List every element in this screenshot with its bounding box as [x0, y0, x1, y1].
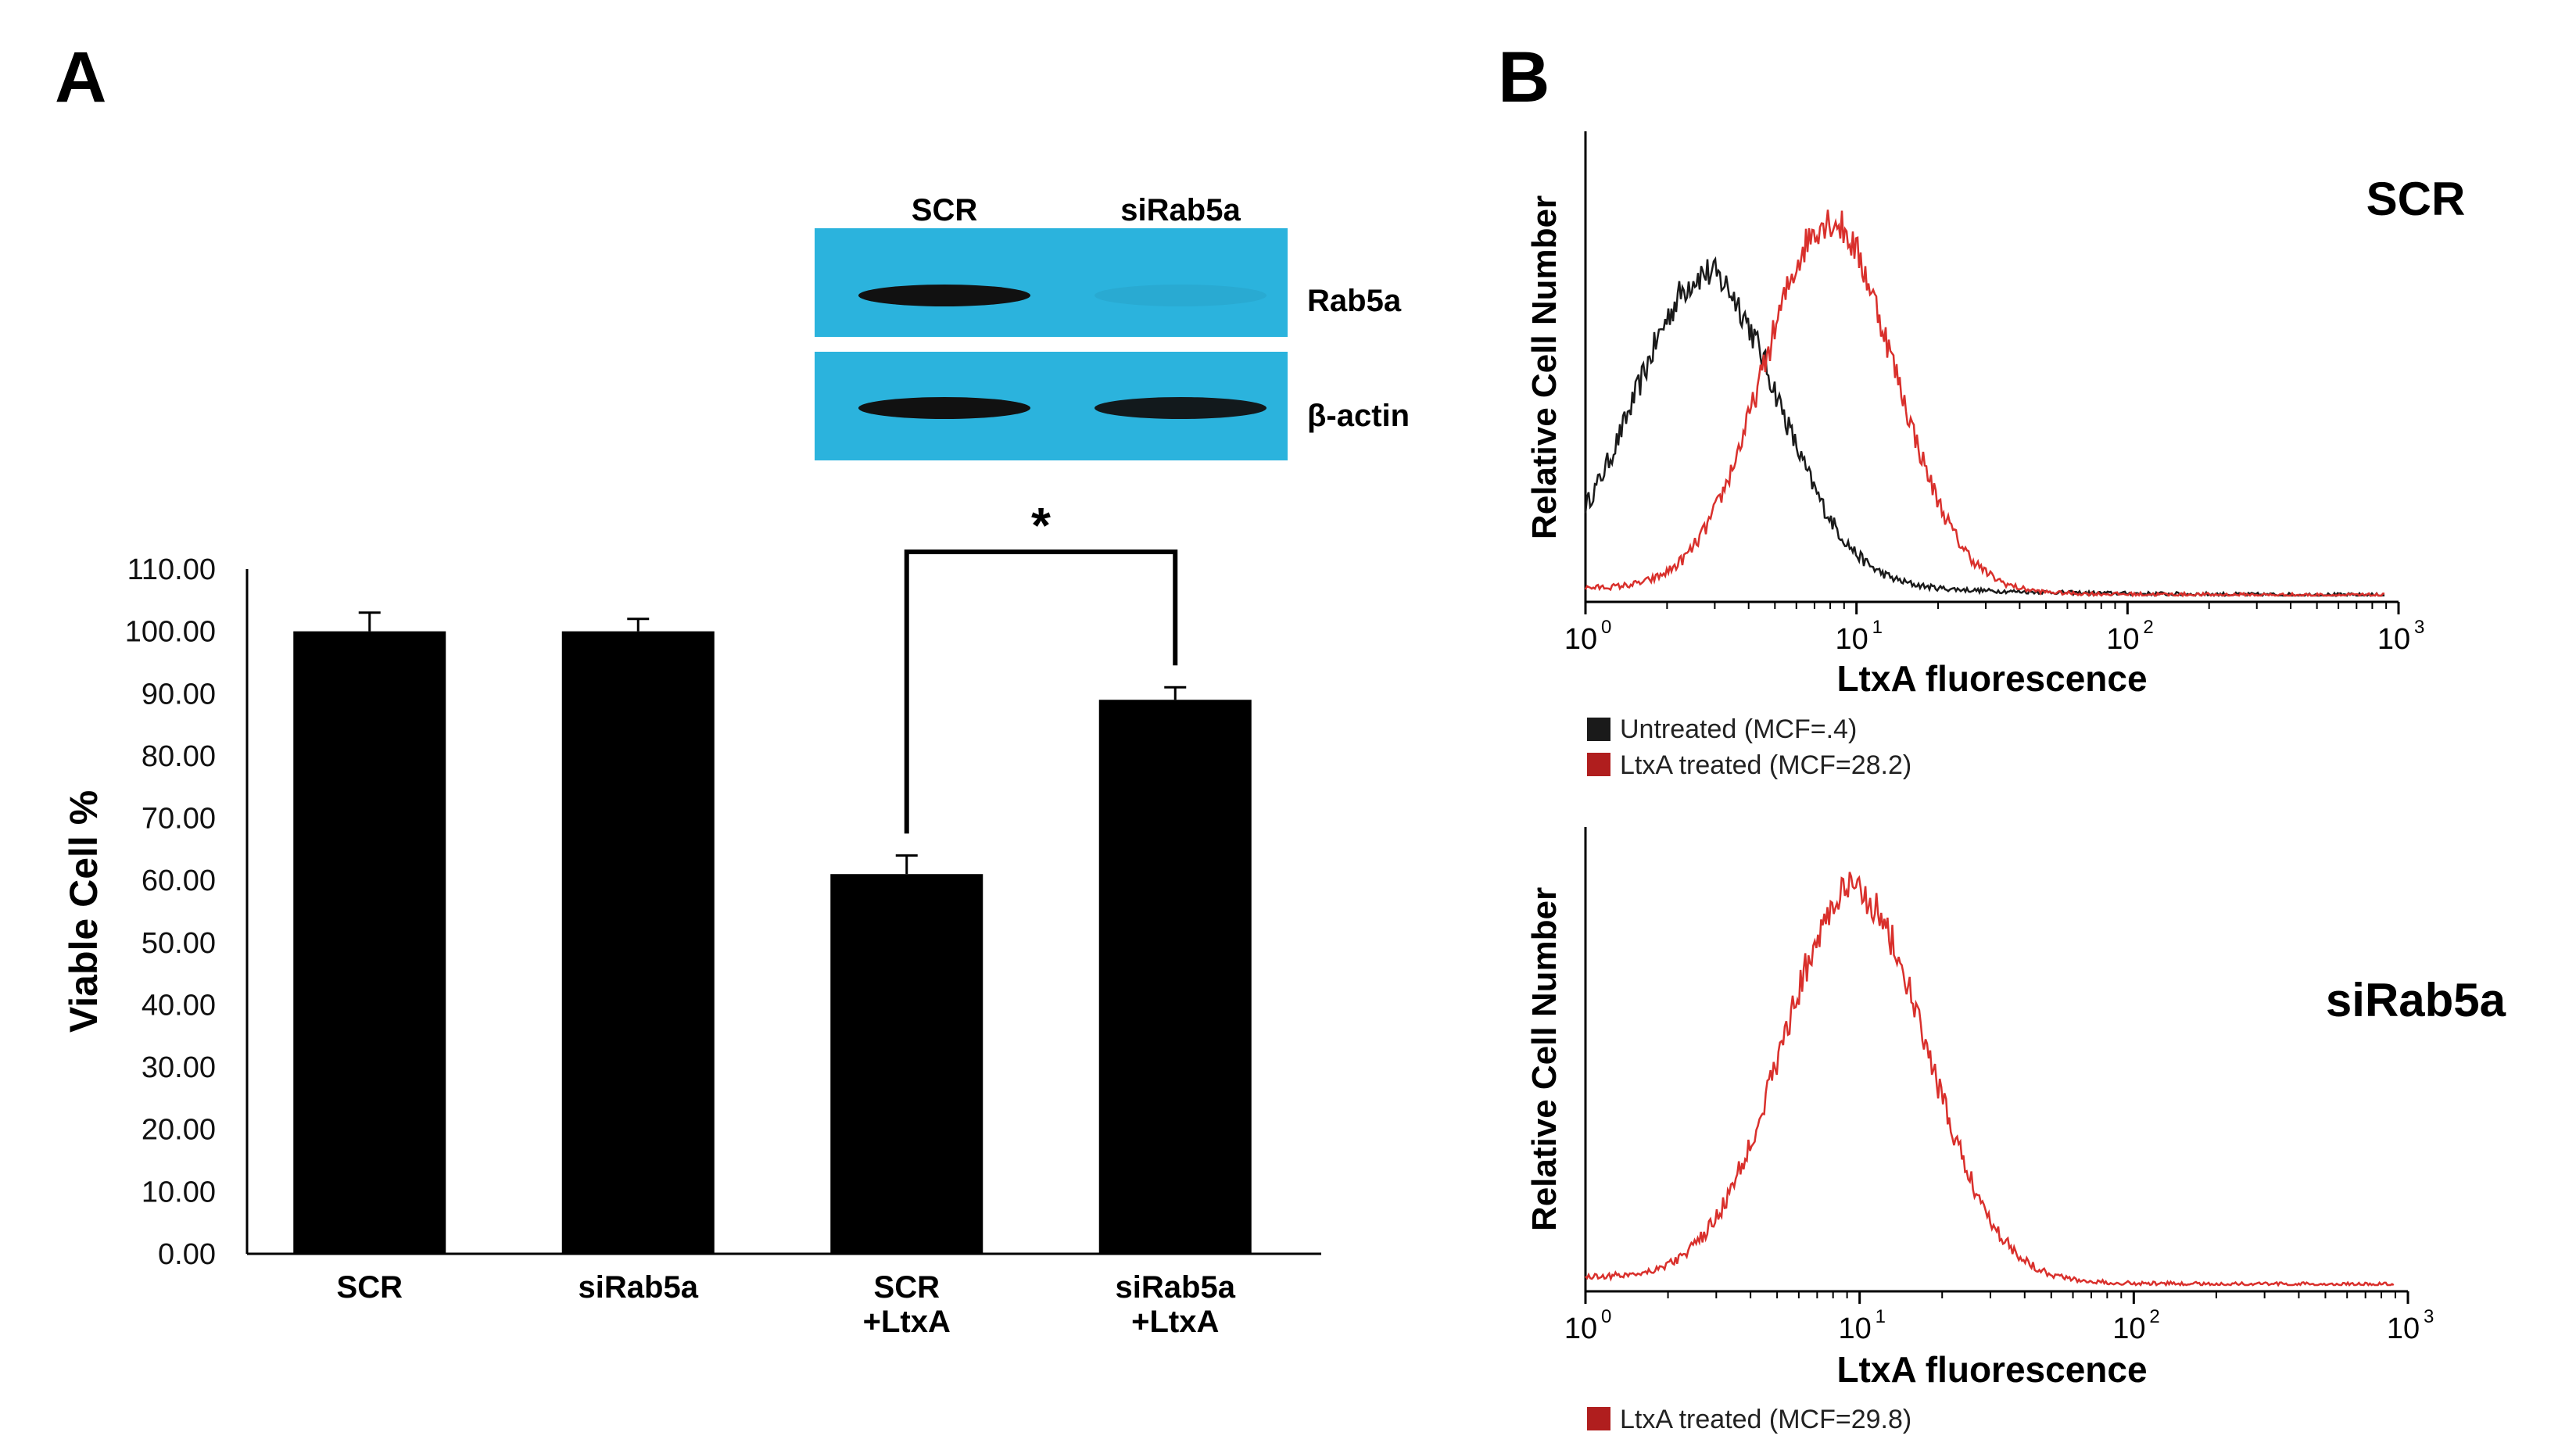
histogram-series-line: [1584, 256, 2385, 598]
bar-category-label: SCR: [337, 1270, 403, 1305]
x-tick-label: 10: [1564, 1312, 1597, 1345]
x-tick-exponent: 3: [2414, 617, 2424, 638]
hist1-condition-label: SCR: [2366, 173, 2466, 225]
hist1-x-axis-title: LtxA fluorescence: [1836, 658, 2147, 699]
blot-row-label-actin: β-actin: [1307, 399, 1410, 433]
bar-category-label: +LtxA: [863, 1305, 951, 1339]
panel-b-letter: B: [1498, 38, 1550, 117]
bar: [1098, 700, 1252, 1254]
blot-row-label-rab5a: Rab5a: [1307, 284, 1402, 318]
bar-y-tick-label: 70.00: [142, 803, 216, 836]
hist2-y-axis-title: Relative Cell Number: [1525, 887, 1564, 1231]
x-tick-exponent: 1: [1872, 617, 1883, 638]
bar-y-tick-label: 110.00: [127, 553, 216, 586]
histogram-scr: 10 0 10 1 10 2 10 3 Relative Cell Number LtxA f…: [1525, 131, 2465, 780]
bar: [830, 874, 983, 1254]
hist2-x-axis-title: LtxA fluorescence: [1836, 1349, 2147, 1390]
bar: [293, 631, 446, 1254]
x-tick-label: 10: [2112, 1312, 2145, 1345]
blot-row-rab5a-strip: [815, 228, 1288, 337]
x-tick-exponent: 0: [1601, 617, 1611, 638]
x-tick-exponent: 1: [1876, 1306, 1886, 1327]
bar-y-tick-label: 80.00: [142, 740, 216, 773]
histogram-series-line: [1584, 209, 2385, 598]
significance-bracket: [904, 550, 1178, 834]
bar-y-tick-label: 40.00: [142, 989, 216, 1022]
bar-y-tick-label: 50.00: [142, 927, 216, 960]
bar-y-tick-label: 0.00: [158, 1238, 216, 1271]
blot-band: [858, 397, 1030, 419]
bar-category-label: +LtxA: [1131, 1305, 1219, 1339]
legend-swatch-treated-sirab5a: [1587, 1407, 1610, 1430]
bar-y-tick-label: 30.00: [142, 1051, 216, 1084]
legend-label-treated-sirab5a: LtxA treated (MCF=29.8): [1620, 1405, 1911, 1434]
x-tick-label: 10: [2387, 1312, 2420, 1345]
legend-label-treated-scr: LtxA treated (MCF=28.2): [1620, 750, 1911, 780]
histogram-sirab5a: 10 0 10 1 10 2 10 3 Relative Cell Number LtxA f…: [1525, 827, 2506, 1434]
blot-band: [1095, 397, 1267, 419]
bar-category-label: SCR: [874, 1270, 940, 1305]
viability-bar-chart: 0.00 10.00 20.00 30.00 40.00 50.00 60.00 70.00 8…: [62, 497, 1321, 1339]
x-tick-exponent: 2: [2143, 617, 2153, 638]
x-tick-label: 10: [1836, 623, 1868, 656]
legend-swatch-untreated: [1587, 718, 1610, 741]
bar-y-tick-label: 10.00: [142, 1176, 216, 1208]
bar: [561, 631, 715, 1254]
x-tick-exponent: 2: [2149, 1306, 2159, 1327]
bar-y-axis-title: Viable Cell %: [62, 790, 106, 1033]
legend-label-untreated: Untreated (MCF=.4): [1620, 714, 1857, 744]
histogram-series-line: [1585, 872, 2395, 1287]
hist1-y-axis-title: Relative Cell Number: [1525, 195, 1564, 539]
blot-lane-label-scr: SCR: [912, 193, 978, 227]
panel-a-letter: A: [55, 38, 106, 117]
hist2-condition-label: siRab5a: [2326, 974, 2506, 1026]
legend-swatch-treated-scr: [1587, 753, 1610, 776]
bar-y-tick-label: 100.00: [125, 616, 216, 649]
blot-band: [1095, 285, 1267, 306]
western-blot: SCR siRab5a Rab5a β-actin: [815, 193, 1410, 460]
bar-category-label: siRab5a: [579, 1270, 699, 1305]
x-tick-label: 10: [1564, 623, 1597, 656]
x-tick-label: 10: [1839, 1312, 1872, 1345]
x-tick-label: 10: [2106, 623, 2139, 656]
bar-y-tick-label: 90.00: [142, 678, 216, 711]
blot-band: [858, 285, 1030, 306]
x-tick-exponent: 3: [2424, 1306, 2434, 1327]
x-tick-exponent: 0: [1601, 1306, 1611, 1327]
significance-star: *: [1031, 497, 1051, 553]
bar-y-tick-label: 20.00: [142, 1114, 216, 1147]
x-tick-label: 10: [2377, 623, 2410, 656]
bar-category-label: siRab5a: [1116, 1270, 1236, 1305]
blot-lane-label-sirab5a: siRab5a: [1120, 193, 1241, 227]
bar-y-tick-label: 60.00: [142, 865, 216, 897]
